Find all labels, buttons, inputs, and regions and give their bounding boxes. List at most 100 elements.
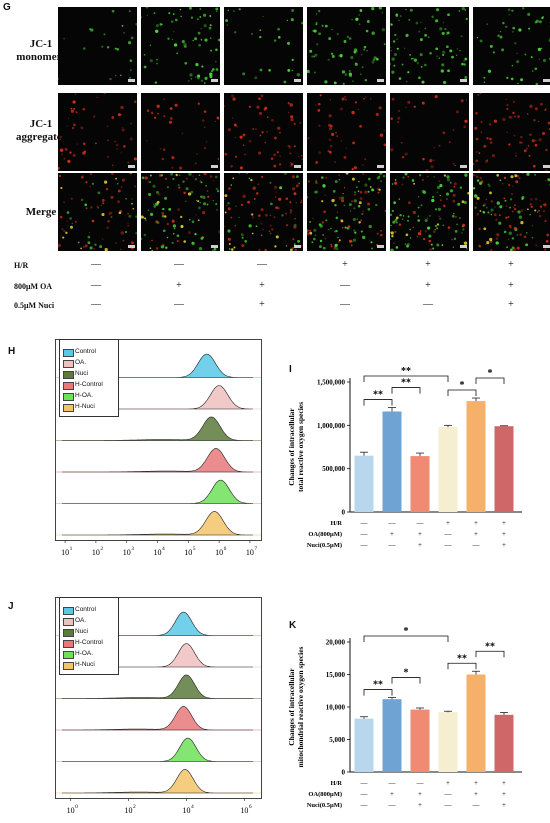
green-cell bbox=[343, 204, 346, 207]
green-cell bbox=[183, 45, 187, 48]
yellow-cell bbox=[274, 245, 277, 248]
red-cell bbox=[147, 180, 150, 184]
condition-sign-2-0: — bbox=[91, 299, 101, 310]
bar-0 bbox=[354, 718, 374, 772]
red-cell bbox=[105, 187, 109, 191]
green-cell bbox=[511, 237, 515, 240]
red-cell bbox=[80, 175, 84, 179]
green-cell bbox=[174, 18, 178, 22]
green-cell bbox=[512, 31, 514, 33]
green-cell bbox=[530, 56, 533, 59]
green-cell bbox=[430, 243, 433, 246]
green-cell bbox=[301, 21, 303, 25]
yellow-cell bbox=[309, 221, 311, 223]
scale-bar bbox=[543, 165, 550, 168]
green-cell bbox=[432, 247, 435, 250]
scale-bar bbox=[377, 79, 384, 82]
green-cell bbox=[197, 74, 201, 78]
green-cell bbox=[109, 77, 112, 81]
red-cell bbox=[61, 228, 64, 231]
red-cell bbox=[453, 182, 457, 186]
red-cell bbox=[447, 226, 451, 229]
red-cell bbox=[234, 155, 238, 158]
green-cell bbox=[165, 246, 168, 249]
green-cell bbox=[463, 63, 466, 66]
red-cell bbox=[69, 151, 72, 154]
scale-bar bbox=[543, 79, 550, 82]
red-cell bbox=[376, 232, 379, 235]
green-cell bbox=[215, 48, 218, 51]
red-cell bbox=[289, 209, 293, 212]
green-cell bbox=[409, 53, 412, 56]
green-cell bbox=[307, 69, 310, 73]
green-cell bbox=[532, 70, 534, 72]
green-cell bbox=[315, 23, 318, 26]
green-cell bbox=[168, 12, 171, 15]
green-cell bbox=[367, 177, 371, 181]
red-cell bbox=[270, 157, 274, 161]
red-cell bbox=[59, 215, 63, 219]
green-cell bbox=[201, 65, 204, 68]
bar-0 bbox=[354, 455, 374, 512]
green-cell bbox=[439, 27, 443, 31]
red-cell bbox=[533, 164, 536, 168]
red-cell bbox=[72, 100, 76, 104]
green-cell bbox=[360, 230, 363, 233]
green-cell bbox=[318, 245, 322, 249]
micrograph-r2-c0 bbox=[58, 173, 137, 251]
green-cell bbox=[255, 225, 258, 228]
red-cell bbox=[60, 148, 64, 152]
significance-label-1: ** bbox=[373, 390, 383, 401]
red-cell bbox=[217, 158, 220, 160]
red-cell bbox=[201, 236, 204, 238]
scale-bar bbox=[460, 245, 467, 248]
green-cell bbox=[159, 23, 163, 26]
red-cell bbox=[260, 94, 264, 98]
yellow-cell bbox=[149, 247, 152, 250]
red-cell bbox=[315, 160, 319, 164]
red-cell bbox=[224, 105, 226, 107]
green-cell bbox=[370, 241, 373, 244]
red-cell bbox=[333, 247, 336, 250]
green-cell bbox=[101, 45, 104, 48]
red-cell bbox=[171, 219, 175, 223]
red-cell bbox=[343, 155, 347, 159]
green-cell bbox=[436, 191, 438, 193]
condition-sign-1-0: — bbox=[360, 790, 369, 798]
red-cell bbox=[380, 229, 382, 232]
green-cell bbox=[438, 57, 440, 59]
red-cell bbox=[526, 113, 529, 115]
green-cell bbox=[200, 38, 203, 41]
green-cell bbox=[215, 68, 219, 71]
green-cell bbox=[407, 219, 409, 222]
red-cell bbox=[82, 142, 86, 145]
red-cell bbox=[534, 143, 538, 147]
green-cell bbox=[215, 60, 217, 63]
significance-bracket-0 bbox=[363, 635, 449, 642]
green-cell bbox=[449, 189, 454, 193]
red-cell bbox=[515, 152, 517, 155]
red-cell bbox=[512, 111, 515, 115]
red-cell bbox=[534, 197, 538, 201]
green-cell bbox=[227, 9, 229, 12]
red-cell bbox=[169, 116, 173, 121]
yellow-cell bbox=[197, 200, 200, 203]
red-cell bbox=[544, 219, 547, 223]
green-cell bbox=[495, 241, 499, 245]
red-cell bbox=[288, 111, 290, 113]
green-cell bbox=[342, 82, 345, 85]
red-cell bbox=[89, 185, 91, 188]
green-cell bbox=[166, 186, 169, 189]
green-cell bbox=[365, 29, 369, 33]
bar-1 bbox=[382, 411, 402, 512]
x-tick-label-0: 10 bbox=[61, 548, 69, 557]
green-cell bbox=[407, 215, 410, 218]
green-cell bbox=[296, 73, 300, 77]
green-cell bbox=[216, 209, 218, 211]
green-cell bbox=[123, 32, 125, 34]
red-cell bbox=[544, 108, 547, 111]
yellow-cell bbox=[358, 221, 361, 224]
red-cell bbox=[359, 196, 363, 201]
red-cell bbox=[351, 110, 355, 115]
green-cell bbox=[314, 234, 317, 237]
